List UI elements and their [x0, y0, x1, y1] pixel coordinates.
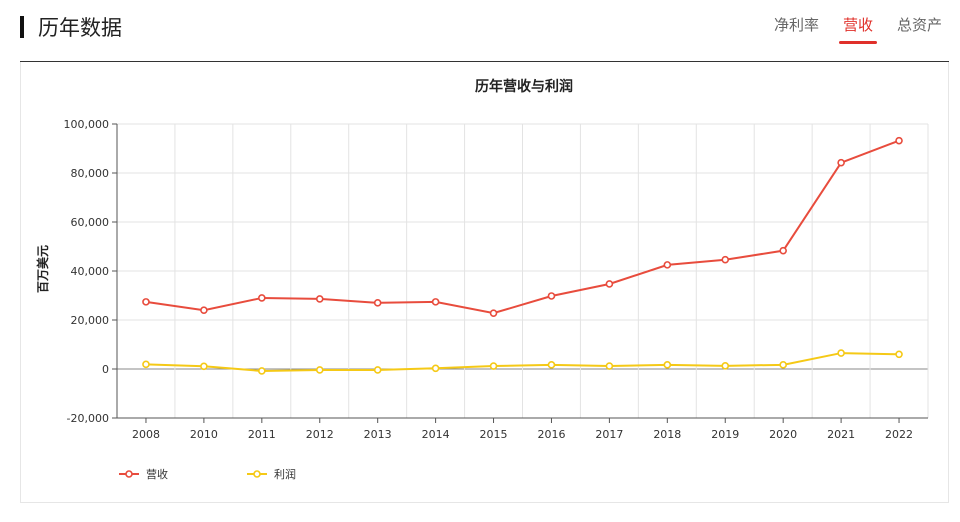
y-tick-label: 100,000 [64, 118, 110, 131]
tab-net-margin[interactable]: 净利率 [773, 16, 819, 34]
x-tick-label: 2021 [827, 428, 855, 441]
y-tick-label: 0 [102, 363, 109, 376]
legend-label: 利润 [274, 467, 296, 481]
legend-swatch-marker [253, 470, 261, 478]
y-tick-label: 80,000 [71, 167, 110, 180]
x-tick-label: 2013 [364, 428, 392, 441]
legend-label: 营收 [146, 467, 168, 481]
data-point-1 [142, 360, 150, 369]
y-tick-label: 40,000 [71, 265, 110, 278]
y-tick-label: 60,000 [71, 216, 110, 229]
data-point-0 [431, 298, 440, 306]
data-point-1 [837, 349, 845, 357]
data-point-1 [315, 366, 324, 374]
x-tick-label: 2011 [248, 428, 276, 441]
x-tick-label: 2010 [190, 428, 218, 441]
tab-revenue[interactable]: 营收 [838, 14, 878, 44]
data-point-0 [837, 158, 845, 167]
chart-card: 历年营收与利润 百万美元 -20,000 0 20,000 40,000 60,000 8… [20, 62, 949, 503]
x-tick-label: 2012 [306, 428, 334, 441]
data-point-0 [142, 298, 150, 306]
data-point-1 [489, 362, 498, 370]
x-tick-label: 2022 [885, 428, 913, 441]
data-point-1 [431, 364, 440, 373]
data-point-1 [721, 362, 730, 370]
data-point-0 [315, 295, 324, 303]
section-title: 历年数据 [38, 16, 122, 40]
chart-title: 历年营收与利润 [475, 78, 573, 95]
title-accent-bar [20, 16, 24, 38]
data-point-0 [547, 292, 556, 300]
data-point-0 [373, 299, 382, 307]
data-point-1 [373, 366, 382, 374]
data-point-0 [721, 255, 730, 264]
data-point-1 [663, 361, 672, 369]
header-divider [20, 61, 949, 62]
data-point-1 [779, 361, 787, 369]
data-point-0 [200, 306, 208, 314]
x-tick-label: 2019 [711, 428, 739, 441]
x-tick-label: 2014 [422, 428, 450, 441]
y-tick-label: -20,000 [67, 412, 109, 425]
data-point-1 [895, 350, 903, 359]
x-tick-label: 2017 [595, 428, 623, 441]
x-tick-label: 2015 [480, 428, 508, 441]
tab-total-assets[interactable]: 总资产 [896, 16, 942, 34]
data-point-1 [547, 361, 556, 369]
x-tick-label: 2016 [537, 428, 565, 441]
data-point-0 [895, 136, 903, 145]
series-line-1 [145, 352, 900, 372]
y-tick-label: 20,000 [71, 314, 110, 327]
data-point-1 [258, 367, 266, 375]
x-tick-label: 2020 [769, 428, 797, 441]
legend-swatch-marker [125, 470, 133, 478]
data-point-1 [605, 362, 614, 370]
x-tick-label: 2018 [653, 428, 681, 441]
data-point-0 [779, 246, 787, 255]
revenue-profit-chart: 历年营收与利润 百万美元 -20,000 0 20,000 40,000 60,000 8… [35, 78, 929, 481]
data-point-0 [489, 309, 498, 317]
data-point-0 [258, 294, 266, 302]
data-point-0 [605, 280, 614, 288]
data-point-0 [663, 261, 672, 269]
section-header: 历年数据 净利率 营收 总资产 [0, 0, 960, 62]
x-tick-label: 2008 [132, 428, 160, 441]
data-point-1 [200, 362, 208, 371]
series-line-0 [145, 139, 900, 315]
metric-tabs: 净利率 营收 总资产 [773, 14, 942, 44]
y-axis-label: 百万美元 [35, 245, 50, 293]
